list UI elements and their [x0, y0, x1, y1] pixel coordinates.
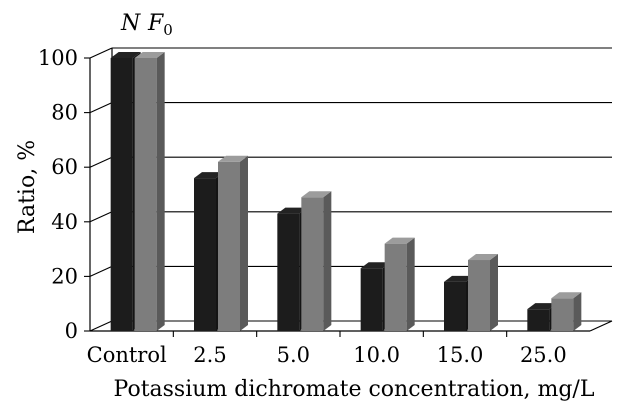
y-axis-label: Ratio, % — [15, 140, 40, 234]
bar-front — [551, 298, 574, 331]
bar-side — [323, 191, 332, 331]
bar-top — [384, 237, 415, 244]
bar-top — [110, 52, 141, 58]
bar-front — [110, 58, 133, 331]
gridline-depth — [89, 102, 113, 114]
bars — [110, 52, 582, 331]
y-tick-label: 60 — [51, 155, 78, 179]
bar — [218, 155, 248, 331]
y-tick-label: 40 — [51, 210, 78, 234]
y-tick-label: 20 — [51, 264, 78, 288]
floor-edge — [589, 320, 613, 332]
x-tick-label: Control — [87, 343, 167, 367]
bar-front — [218, 161, 240, 331]
x-tick-label: 5.0 — [277, 343, 310, 367]
y-tick-label: 100 — [38, 46, 78, 70]
bar-side — [573, 292, 582, 331]
y-tick-label: 0 — [65, 319, 78, 343]
bar-front — [384, 243, 407, 331]
bar — [468, 254, 498, 331]
bar-top — [194, 172, 224, 179]
grid-lines — [89, 47, 612, 332]
bar-top — [551, 292, 582, 299]
bar — [384, 237, 415, 331]
x-tick-label: 15.0 — [437, 343, 484, 367]
bar — [301, 191, 332, 331]
bar-front — [527, 309, 550, 331]
y-tick-label: 80 — [51, 101, 78, 125]
x-tick-label: 10.0 — [353, 343, 400, 367]
bar-side — [406, 237, 415, 331]
gridline-depth — [89, 265, 113, 277]
bar-top — [301, 191, 332, 198]
gridline-depth — [89, 47, 113, 59]
bar-top — [134, 52, 165, 58]
labels: 0 20 40 60 80 100 Control 2.5 5.0 10.0 15.0 25.0 — [38, 46, 567, 367]
bar-top — [444, 275, 474, 282]
bar-front — [277, 213, 300, 331]
gridline-depth — [89, 320, 113, 332]
x-axis-label: Potassium dichromate concentration, mg/L — [114, 377, 595, 402]
bar-top — [527, 303, 558, 310]
bar-side — [240, 155, 248, 331]
legend-entry-f0: F0 — [147, 11, 173, 39]
bar-front — [301, 197, 324, 331]
bar-front — [360, 268, 383, 331]
bar-top — [277, 207, 308, 214]
bar-side — [490, 254, 498, 331]
bar-front — [444, 281, 466, 331]
gridline-depth — [89, 211, 113, 223]
bar-top — [468, 254, 498, 261]
bar — [551, 292, 582, 331]
bar-side — [156, 52, 165, 331]
bar-front — [134, 58, 157, 331]
gridline-depth — [89, 156, 113, 168]
legend-entry-n: N — [120, 11, 141, 36]
bar-top — [218, 155, 248, 162]
bar-front — [468, 260, 490, 331]
x-tick-label: 2.5 — [193, 343, 226, 367]
bar-front — [194, 178, 216, 331]
bar-top — [360, 262, 391, 269]
bar — [134, 52, 165, 331]
x-tick-label: 25.0 — [520, 343, 567, 367]
